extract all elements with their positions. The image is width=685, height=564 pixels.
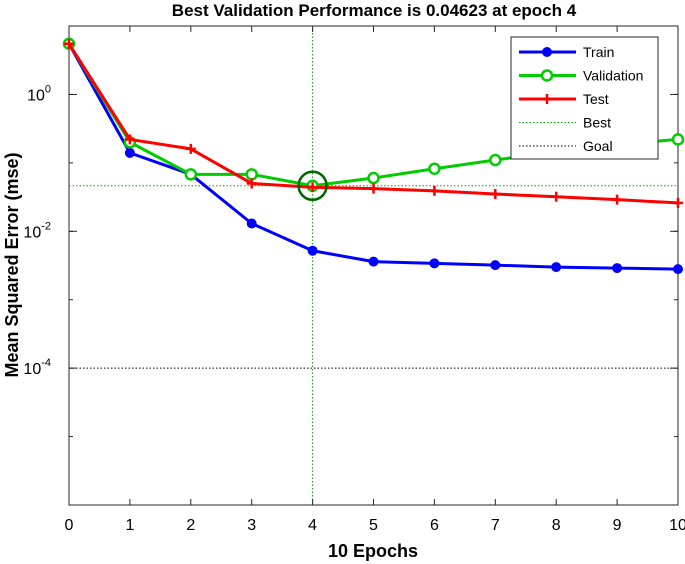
test-point bbox=[551, 191, 562, 202]
x-tick-label: 1 bbox=[125, 517, 134, 534]
y-tick-base: 10 bbox=[23, 361, 41, 378]
y-tick-base: 10 bbox=[23, 224, 41, 241]
legend-marker bbox=[542, 94, 552, 104]
legend-item: Train bbox=[519, 44, 614, 60]
train-point bbox=[551, 262, 562, 273]
x-tick-label: 10 bbox=[669, 517, 685, 534]
y-tick-base: 10 bbox=[27, 87, 45, 104]
test-point bbox=[185, 143, 196, 154]
train-point bbox=[368, 256, 379, 267]
validation-point bbox=[428, 162, 441, 176]
legend-item: Test bbox=[519, 91, 609, 107]
series-test bbox=[64, 38, 683, 208]
y-tick-label: 100 bbox=[27, 83, 51, 104]
legend-item: Goal bbox=[519, 138, 613, 154]
train-point bbox=[490, 260, 501, 271]
train-point bbox=[307, 245, 318, 256]
chart-title: Best Validation Performance is 0.04623 a… bbox=[172, 1, 577, 20]
test-point bbox=[307, 182, 318, 193]
legend-item: Best bbox=[519, 115, 611, 131]
x-tick-label: 0 bbox=[65, 517, 74, 534]
validation-point bbox=[671, 133, 685, 146]
test-point bbox=[612, 194, 623, 205]
validation-point bbox=[184, 168, 198, 181]
validation-point bbox=[489, 153, 502, 167]
train-point bbox=[673, 264, 683, 275]
best-point-marker bbox=[297, 170, 328, 202]
legend-label: Best bbox=[583, 115, 611, 131]
test-point bbox=[673, 197, 683, 208]
test-point bbox=[429, 185, 440, 196]
legend-marker bbox=[540, 69, 554, 82]
legend-label: Test bbox=[583, 91, 609, 107]
y-tick-exponent: -2 bbox=[41, 220, 51, 232]
legend-marker bbox=[542, 47, 552, 57]
x-tick-label: 7 bbox=[491, 517, 500, 534]
legend-item: Validation bbox=[519, 68, 643, 84]
validation-point bbox=[367, 171, 380, 185]
x-axis-label: 10 Epochs bbox=[328, 541, 418, 561]
y-tick-exponent: 0 bbox=[45, 83, 51, 95]
train-point bbox=[429, 258, 440, 269]
test-point bbox=[64, 38, 74, 49]
x-tick-label: 8 bbox=[552, 517, 561, 534]
y-tick-label: 10-2 bbox=[23, 220, 51, 241]
test-point bbox=[124, 134, 135, 145]
legend-label: Train bbox=[583, 44, 614, 60]
legend-label: Validation bbox=[583, 68, 643, 84]
y-axis-label: Mean Squared Error (mse) bbox=[2, 152, 22, 377]
test-point bbox=[246, 178, 257, 189]
x-tick-label: 9 bbox=[613, 517, 622, 534]
y-tick-label: 10-4 bbox=[23, 357, 51, 378]
train-point bbox=[612, 263, 623, 274]
x-tick-label: 3 bbox=[247, 517, 256, 534]
validation-point bbox=[245, 168, 258, 181]
x-tick-label: 2 bbox=[186, 517, 195, 534]
train-point bbox=[124, 147, 135, 158]
x-tick-label: 6 bbox=[430, 517, 439, 534]
legend-label: Goal bbox=[583, 138, 613, 154]
test-point bbox=[368, 183, 379, 194]
x-tick-label: 5 bbox=[369, 517, 378, 534]
test-point bbox=[490, 189, 501, 200]
x-tick-label: 4 bbox=[308, 517, 317, 534]
train-point bbox=[246, 218, 257, 229]
legend: Train Validation Test Best Goal bbox=[510, 36, 659, 160]
y-tick-exponent: -4 bbox=[41, 357, 51, 369]
